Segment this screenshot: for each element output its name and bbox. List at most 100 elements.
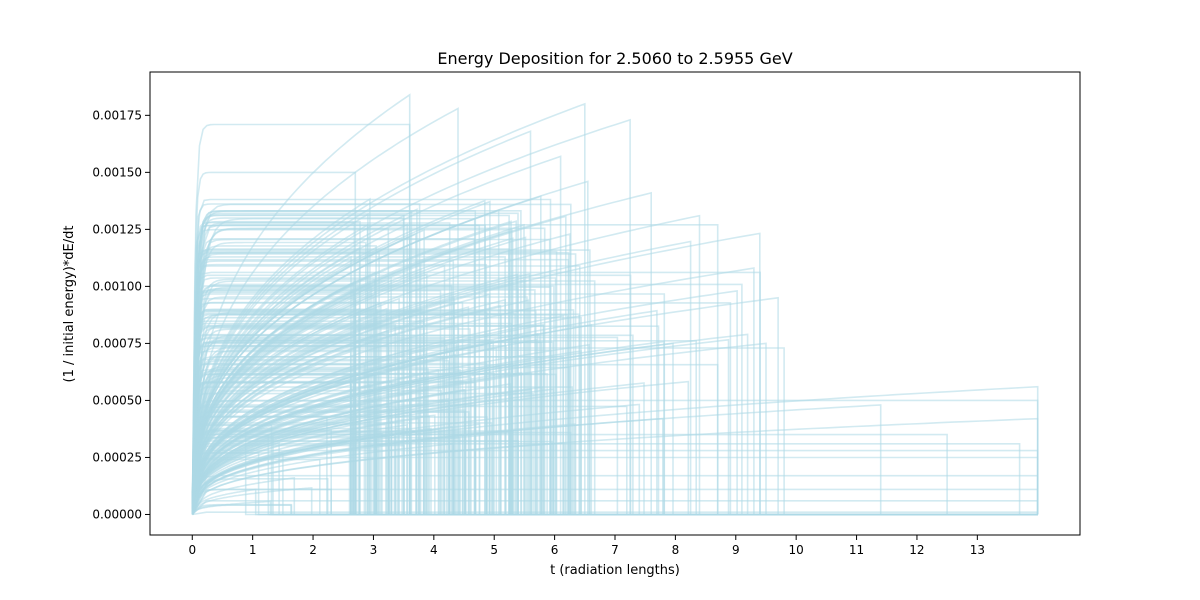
series-line [191, 499, 1039, 516]
series-line [191, 278, 1038, 516]
series-line [191, 406, 1038, 516]
series-line [191, 199, 1038, 516]
series-line [191, 373, 1038, 516]
y-axis-label: (1 / initial energy)*dE/dt [62, 226, 77, 383]
series-line [191, 349, 1038, 516]
series-line [191, 383, 1038, 516]
series-line [191, 210, 1038, 516]
series-line [191, 271, 1038, 516]
series-line [191, 236, 1038, 516]
series-line [191, 488, 1038, 516]
series-line [191, 280, 1038, 516]
y-tick-label: 0.00100 [92, 279, 142, 293]
y-tick-label: 0.00075 [92, 336, 142, 350]
series-line [191, 214, 1038, 516]
x-axis: 0 1 2 3 4 5 6 7 8 9 10 11 12 13 [188, 535, 985, 557]
series-line [191, 212, 1038, 516]
y-tick-label: 0.00125 [92, 222, 142, 236]
series-line [191, 248, 1038, 516]
series-line [191, 323, 1038, 516]
y-tick-label: 0.00025 [92, 450, 142, 464]
series-line [191, 228, 1038, 516]
series-line [191, 414, 1038, 516]
series-line [191, 430, 1038, 516]
series-line [191, 215, 1038, 516]
series-line [191, 474, 1039, 515]
y-axis: 0.00000 0.00025 0.00050 0.00075 0.00100 0.001… [92, 108, 150, 521]
x-tick-label: 4 [430, 543, 438, 557]
series-line [192, 511, 1039, 516]
x-tick-label: 7 [611, 543, 619, 557]
series-line [191, 368, 1038, 516]
series-line [191, 203, 1038, 516]
series-line [191, 334, 1038, 516]
series-line [191, 171, 1038, 516]
series-line [191, 363, 1038, 516]
series-line [191, 487, 1038, 516]
series-line [191, 283, 1038, 516]
x-tick-label: 2 [309, 543, 317, 557]
series-line [191, 198, 1038, 516]
series-line [191, 302, 1038, 516]
series-line [191, 336, 1038, 516]
series-line [191, 245, 1038, 516]
y-tick-label: 0.00000 [92, 507, 142, 521]
series-line [191, 362, 1038, 516]
x-tick-label: 5 [490, 543, 498, 557]
x-tick-label: 3 [370, 543, 378, 557]
series-line [191, 285, 1038, 516]
series-line [191, 381, 1038, 516]
series-line [191, 436, 1038, 516]
series-line [191, 380, 1038, 516]
series-line [191, 488, 1039, 515]
series-line [191, 329, 1038, 516]
x-tick-label: 9 [732, 543, 740, 557]
series-line [191, 123, 1038, 516]
series-lines [191, 93, 1039, 516]
x-tick-label: 10 [789, 543, 804, 557]
series-line [191, 246, 1038, 516]
x-tick-label: 13 [970, 543, 985, 557]
x-tick-label: 0 [188, 543, 196, 557]
x-tick-label: 6 [551, 543, 559, 557]
series-line [191, 291, 1038, 516]
series-line [191, 309, 1038, 516]
series-line [191, 477, 1038, 516]
series-line [191, 372, 1038, 516]
x-tick-label: 8 [672, 543, 680, 557]
series-line [191, 309, 1038, 516]
series-line [191, 504, 1038, 516]
series-line [191, 388, 1038, 516]
series-line [191, 342, 1038, 516]
x-axis-label: t (radiation lengths) [550, 563, 680, 578]
series-line [191, 224, 1038, 516]
series-line [191, 430, 1038, 516]
series-line [191, 274, 1038, 516]
series-line [191, 414, 1038, 516]
series-line [191, 404, 1038, 516]
series-line [191, 217, 1038, 516]
x-tick-label: 12 [909, 543, 924, 557]
series-line [191, 107, 1038, 516]
series-line [191, 307, 1038, 516]
series-line [191, 435, 1038, 516]
y-tick-label: 0.00175 [92, 108, 142, 122]
series-line [191, 418, 1038, 516]
series-line [191, 367, 1038, 516]
series-line [191, 431, 1038, 516]
series-line [191, 118, 1038, 516]
series-line [191, 285, 1038, 516]
y-tick-label: 0.00050 [92, 393, 142, 407]
x-tick-label: 11 [849, 543, 864, 557]
series-line [191, 241, 1038, 516]
series-line [191, 325, 1038, 516]
series-line [191, 235, 1038, 516]
series-line [191, 271, 1038, 516]
series-line [191, 322, 1038, 516]
y-tick-label: 0.00150 [92, 165, 142, 179]
series-line [191, 323, 1038, 516]
chart-title: Energy Deposition for 2.5060 to 2.5955 G… [437, 49, 792, 68]
series-line [191, 258, 1038, 516]
series-line [191, 251, 1038, 516]
